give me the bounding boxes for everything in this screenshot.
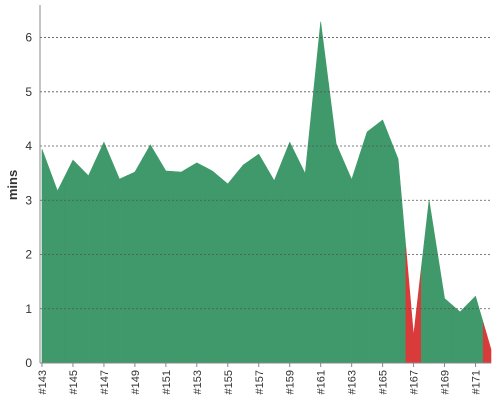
x-tick-label: #157 xyxy=(254,370,266,394)
area-segment xyxy=(157,156,174,364)
area-segment xyxy=(451,303,469,364)
area-segment xyxy=(281,141,298,364)
x-tick-label: #161 xyxy=(316,370,328,394)
area-segment xyxy=(235,159,252,364)
x-tick-label: #163 xyxy=(347,370,359,394)
x-tick-label: #171 xyxy=(471,370,483,394)
area-segment xyxy=(49,170,66,364)
x-tick-label: #151 xyxy=(161,370,173,394)
area-segment xyxy=(250,153,267,364)
x-tick-label: #165 xyxy=(378,370,390,394)
area-segment xyxy=(126,157,143,364)
x-tick-label: #145 xyxy=(68,370,80,394)
y-tick-label: 1 xyxy=(25,302,32,316)
area-segment xyxy=(482,322,492,364)
x-tick-label: #155 xyxy=(223,370,235,394)
area-segment xyxy=(204,166,221,364)
area-segment xyxy=(80,158,97,364)
x-tick-label: #159 xyxy=(285,370,297,394)
y-tick-label: 2 xyxy=(25,248,32,262)
area-segment xyxy=(111,160,128,364)
area-segment xyxy=(359,125,376,364)
area-segment xyxy=(266,161,283,364)
area-segment xyxy=(41,149,51,364)
area-segment xyxy=(95,141,112,364)
y-axis-label: mins xyxy=(5,170,20,200)
area-segment xyxy=(390,139,407,364)
area-segment xyxy=(64,159,82,364)
x-tick-label: #153 xyxy=(192,370,204,394)
area-segment xyxy=(374,119,391,364)
area-segment xyxy=(421,200,438,364)
area-segment xyxy=(173,166,190,364)
area-segment xyxy=(312,21,329,364)
area-segment xyxy=(405,247,422,364)
area-segment xyxy=(297,97,314,364)
area-segment xyxy=(328,82,345,364)
x-tick-label: #149 xyxy=(130,370,142,394)
x-tick-label: #169 xyxy=(440,370,452,394)
y-tick-label: 0 xyxy=(25,356,32,370)
y-tick-label: 3 xyxy=(25,193,32,207)
x-tick-label: #167 xyxy=(409,370,421,394)
area-segment xyxy=(436,249,453,364)
x-tick-label: #143 xyxy=(37,370,49,394)
x-tick-label: #147 xyxy=(99,370,111,394)
y-tick-label: 5 xyxy=(25,85,32,99)
area-segment xyxy=(219,173,236,364)
y-tick-label: 6 xyxy=(25,31,32,45)
area-segment xyxy=(467,295,484,364)
area-segment xyxy=(188,162,205,364)
y-tick-label: 4 xyxy=(25,139,32,153)
area-segment xyxy=(343,155,360,364)
area-segment xyxy=(142,144,159,364)
